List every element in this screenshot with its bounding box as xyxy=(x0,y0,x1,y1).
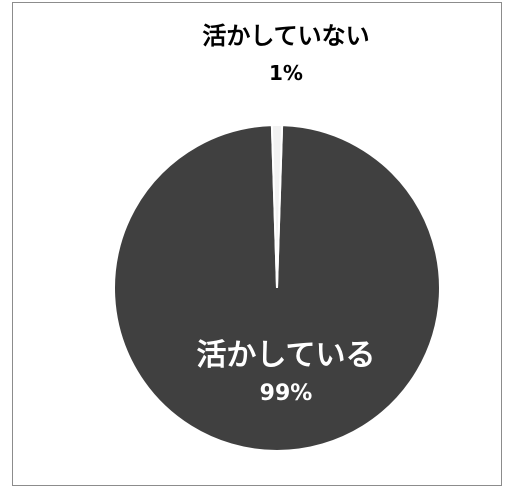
slice-percent-katsukashiteinai: 1% xyxy=(269,61,303,85)
slice-percent-katsukashiteiru: 99% xyxy=(260,381,313,406)
pie-slice-katsukashiteinai xyxy=(270,123,284,289)
pie-slice-katsukashiteiru xyxy=(113,124,441,452)
slice-label-katsukashiteiru: 活かしている xyxy=(196,338,375,373)
slice-label-katsukashiteinai: 活かしていない xyxy=(202,22,369,50)
